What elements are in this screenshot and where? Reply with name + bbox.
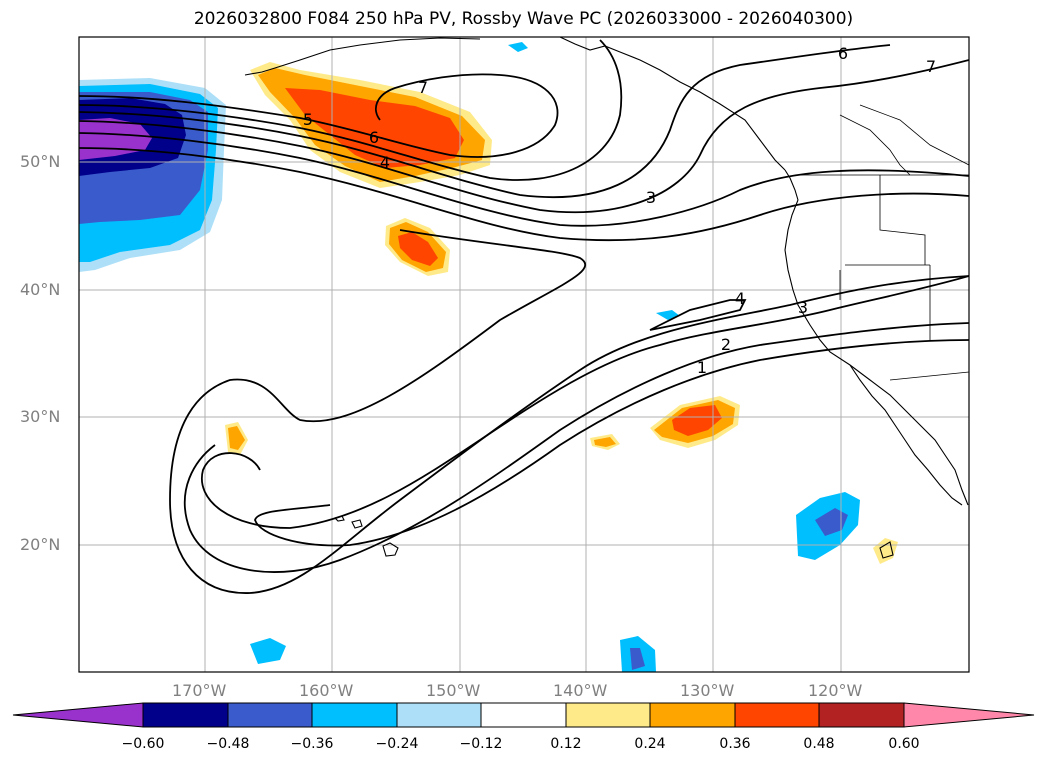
colorbar-bin — [649, 702, 736, 728]
contour-label: 2 — [721, 335, 731, 354]
lon-label-140w: 140°W — [553, 681, 608, 700]
pos-small-2-orange — [228, 426, 245, 450]
colorbar-tick: 0.60 — [888, 736, 920, 752]
coastlines — [244, 37, 969, 559]
neg-small-5 — [656, 310, 680, 320]
lat-label-40n: 40°N — [20, 280, 61, 299]
pos-small-3-orange — [594, 437, 616, 447]
borders — [800, 104, 969, 381]
island-small — [879, 541, 894, 559]
contour-label: 4 — [380, 153, 390, 172]
colorbar-tick: 0.36 — [719, 736, 751, 752]
colorbar-bin — [142, 702, 229, 728]
contour-label: 7 — [418, 78, 428, 97]
baja-coast — [849, 364, 963, 506]
pos-small-4-red — [672, 405, 722, 436]
contour-north-5 — [79, 44, 891, 199]
lat-label-20n: 20°N — [20, 535, 61, 554]
map-frame — [78, 36, 970, 673]
colorbar-tick: −0.24 — [375, 736, 419, 752]
colorbar-bin — [311, 702, 398, 728]
canada-coast — [784, 169, 799, 201]
contour-3 — [200, 275, 969, 529]
pos-small-5-yellow — [873, 538, 898, 564]
lon-label-150w: 150°W — [426, 681, 481, 700]
colorbar-arrow-left — [12, 702, 144, 728]
hawaii-2 — [351, 519, 363, 529]
neg-small-1-inner — [815, 508, 848, 536]
colorbar-tick: −0.48 — [206, 736, 250, 752]
colorbar-bin — [734, 702, 820, 728]
contour-north-4 — [79, 59, 969, 214]
contour-label: 4 — [735, 289, 745, 308]
contour-label: 6 — [369, 128, 379, 147]
contour-2 — [254, 339, 969, 547]
contour-north-6 — [79, 39, 623, 181]
grid — [79, 37, 969, 672]
alaska-coast — [244, 37, 786, 171]
neg-small-3-inner — [630, 648, 645, 670]
pv-contours — [79, 39, 969, 594]
contour-1 — [183, 322, 969, 573]
colorbar-bin — [818, 702, 905, 728]
colorbar-arrow-right — [903, 702, 1035, 728]
contour-label: 1 — [697, 358, 707, 377]
colorbar-tick: 0.24 — [634, 736, 666, 752]
hawaii-1 — [382, 542, 399, 557]
chart-title: 2026032800 F084 250 hPa PV, Rossby Wave … — [193, 9, 854, 29]
colorbar — [12, 702, 1035, 728]
contour-north-2 — [79, 147, 969, 242]
pos-small-1-red — [398, 232, 438, 266]
colorbar-tick: 0.12 — [550, 736, 582, 752]
colorbar-tick: −0.12 — [459, 736, 503, 752]
contour-north-7 — [79, 73, 559, 158]
lon-label-170w: 170°W — [172, 681, 227, 700]
lat-label-50n: 50°N — [20, 152, 61, 171]
lon-label-160w: 160°W — [299, 681, 354, 700]
lat-label-30n: 30°N — [20, 407, 61, 426]
contour-label: 3 — [646, 188, 656, 207]
contour-label: 5 — [303, 110, 313, 129]
contour-label: 6 — [838, 44, 848, 63]
contour-4-loop — [649, 299, 747, 331]
colorbar-bin — [396, 702, 482, 728]
map-area — [79, 37, 969, 672]
lon-label-120w: 120°W — [808, 681, 863, 700]
contour-label: 3 — [798, 298, 808, 317]
colorbar-tick: 0.48 — [803, 736, 835, 752]
colorbar-bin — [227, 702, 313, 728]
contour-label: 7 — [926, 57, 936, 76]
contour-outer-south — [169, 229, 969, 594]
lon-label-130w: 130°W — [680, 681, 735, 700]
colorbar-tick: −0.60 — [121, 736, 165, 752]
colorbar-bin — [480, 702, 567, 728]
neg-small-4 — [508, 42, 528, 52]
contour-north-3 — [79, 132, 969, 227]
colorbar-bin — [565, 702, 651, 728]
neg-small-2 — [250, 638, 286, 664]
us-west-coast — [784, 199, 969, 506]
colorbar-tick: −0.36 — [290, 736, 334, 752]
